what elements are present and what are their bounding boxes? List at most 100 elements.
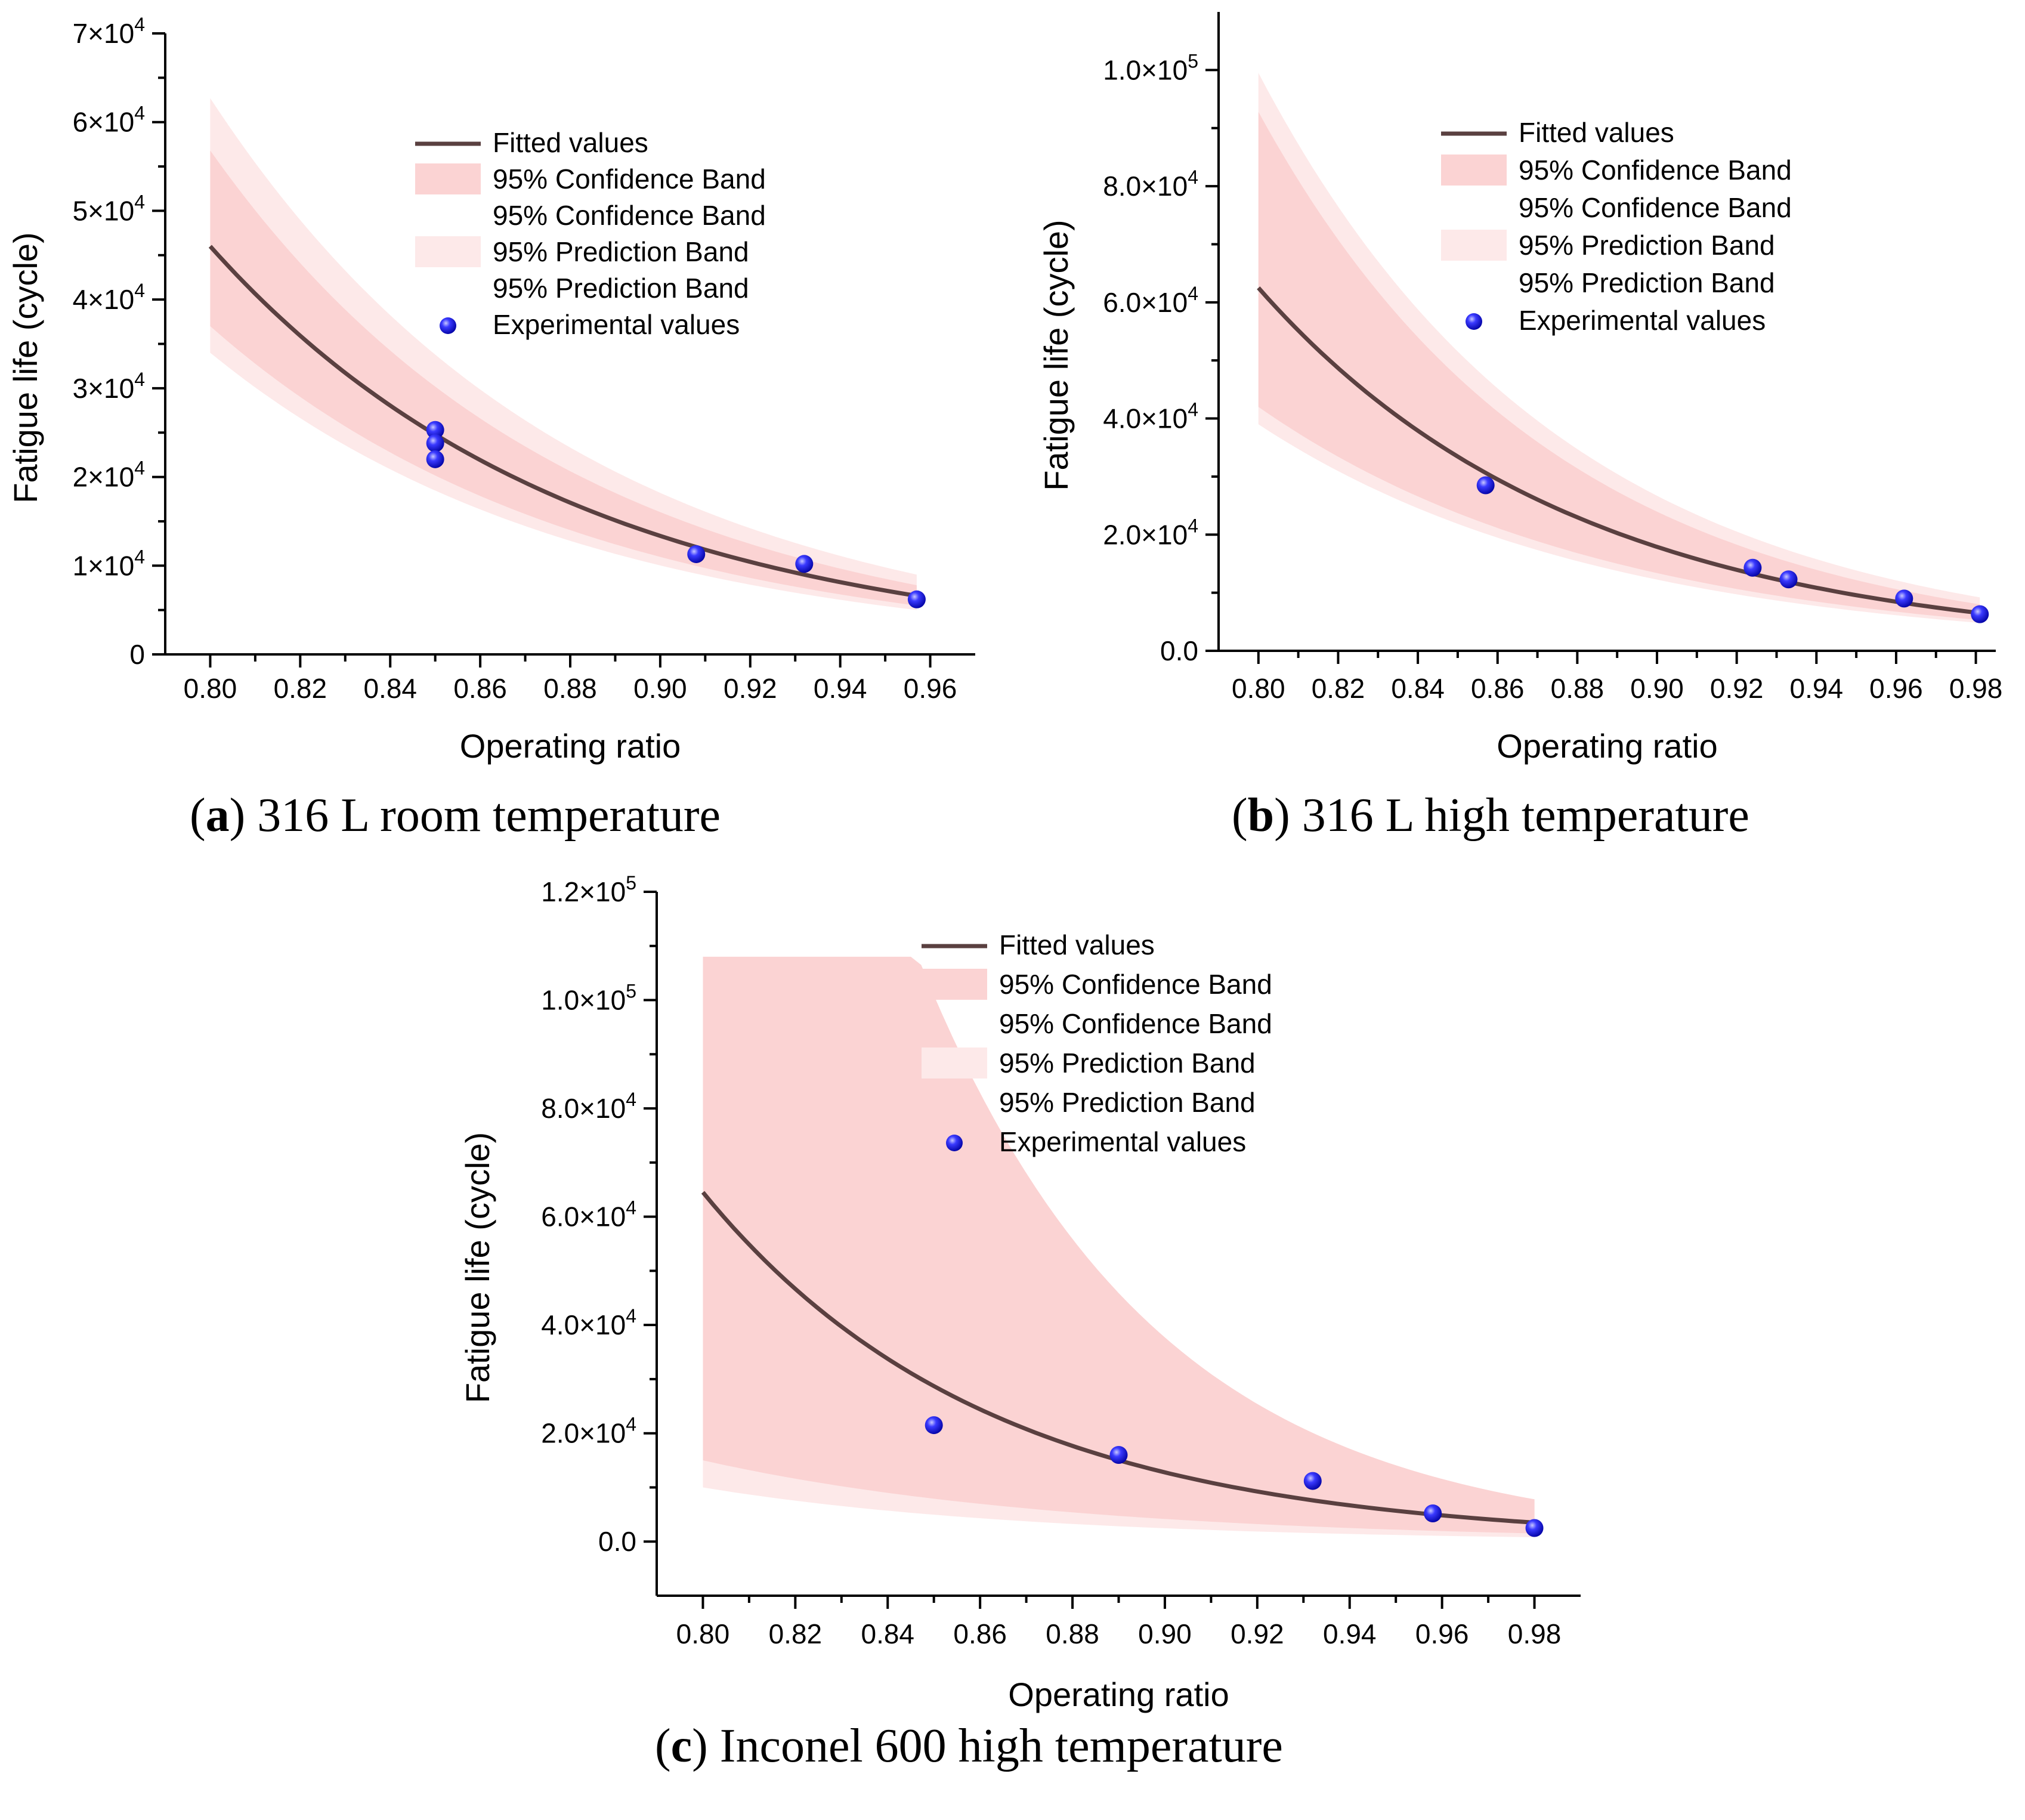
y-tick-label-a-1: 1×104	[73, 546, 145, 581]
y-tick-label-b-3: 6.0×104	[1103, 283, 1198, 318]
y-tick-label-c-6: 1.2×105	[541, 872, 636, 907]
x-tick-label-b-6: 0.92	[1710, 673, 1764, 704]
x-tick-label-c-3: 0.86	[953, 1618, 1007, 1649]
data-point-a-5	[907, 590, 926, 608]
data-point-a-1	[426, 434, 444, 453]
caption-a-text: 316 L room temperature	[245, 789, 721, 842]
y-tick-label-c-1: 2.0×104	[541, 1414, 636, 1449]
legend-a: Fitted values 95% Confidence Band 95% Conf…	[415, 127, 766, 340]
legend-label-c-3: 95% Prediction Band	[999, 1047, 1256, 1079]
data-point-b-2	[1779, 570, 1798, 589]
legend-label-c-0: Fitted values	[999, 929, 1155, 960]
plot-a: 0.80 0.82 0.84 0.86 0.88 0.90 0.92 0.94 0.96 0 1×1…	[7, 14, 975, 765]
fitted-curve-a	[208, 245, 917, 598]
caption-b-text: 316 L high temperature	[1290, 789, 1749, 842]
y-tick-label-c-2: 4.0×104	[541, 1305, 636, 1340]
legend-c: Fitted values 95% Confidence Band 95% Conf…	[922, 929, 1272, 1157]
legend-label-a-0: Fitted values	[493, 127, 648, 158]
x-tick-label-c-0: 0.80	[676, 1618, 730, 1649]
data-point-c-4	[1525, 1519, 1544, 1537]
caption-c: (c) Inconel 600 high temperature	[655, 1720, 1283, 1772]
data-point-b-0	[1476, 476, 1495, 495]
y-tick-label-c-3: 6.0×104	[541, 1197, 636, 1232]
plot-b: 0.80 0.82 0.84 0.86 0.88 0.90 0.92 0.94 0.96 0.98…	[1037, 12, 2002, 765]
legend-label-a-3: 95% Prediction Band	[493, 236, 749, 267]
x-tick-label-b-1: 0.82	[1312, 673, 1365, 704]
caption-a: (a) 316 L room temperature	[190, 789, 721, 842]
fitted-curve-b	[1257, 286, 1980, 616]
y-tick-label-b-1: 2.0×104	[1103, 515, 1198, 550]
y-tick-label-b-4: 8.0×104	[1103, 166, 1198, 202]
x-tick-label-c-2: 0.84	[861, 1618, 914, 1649]
x-tick-label-b-4: 0.88	[1551, 673, 1604, 704]
caption-c-text: Inconel 600 high temperature	[707, 1720, 1283, 1772]
x-tick-label-a-3: 0.86	[453, 673, 507, 704]
data-point-a-0	[426, 421, 444, 439]
y-tick-label-c-4: 8.0×104	[541, 1089, 636, 1124]
legend-label-b-3: 95% Prediction Band	[1519, 230, 1775, 261]
x-tick-label-c-8: 0.96	[1415, 1618, 1469, 1649]
y-tick-label-a-4: 4×104	[73, 280, 145, 315]
y-tick-label-a-5: 5×104	[73, 191, 145, 226]
x-tick-label-b-5: 0.90	[1630, 673, 1684, 704]
x-tick-label-c-7: 0.94	[1323, 1618, 1377, 1649]
x-axis-title-a: Operating ratio	[460, 727, 681, 765]
y-tick-label-b-5: 1.0×105	[1103, 50, 1198, 85]
y-tick-label-b-0: 0.0	[1160, 635, 1198, 666]
x-tick-label-b-7: 0.94	[1790, 673, 1844, 704]
data-point-c-1	[1109, 1446, 1128, 1464]
legend-label-a-5: Experimental values	[493, 309, 740, 340]
x-tick-label-c-5: 0.90	[1138, 1618, 1192, 1649]
x-tick-label-a-4: 0.88	[543, 673, 597, 704]
confidence-band-c	[703, 956, 1535, 1534]
caption-a-letter: a	[205, 789, 230, 842]
y-tick-label-c-5: 1.0×105	[541, 981, 636, 1016]
x-tick-label-a-2: 0.84	[363, 673, 417, 704]
plot-c: 0.80 0.82 0.84 0.86 0.88 0.90 0.92 0.94 0.96 0.98…	[459, 872, 1581, 1713]
legend-label-b-4: 95% Prediction Band	[1519, 267, 1775, 298]
legend-label-a-4: 95% Prediction Band	[493, 273, 749, 304]
y-axis-title-c: Fatigue life (cycle)	[459, 1132, 496, 1403]
data-point-a-2	[426, 450, 444, 468]
legend-label-a-1: 95% Confidence Band	[493, 163, 766, 194]
confidence-band-b	[1258, 112, 1980, 620]
data-point-a-3	[687, 545, 706, 563]
legend-point-swatch-b	[1466, 313, 1482, 330]
data-point-c-0	[925, 1416, 943, 1435]
legend-label-a-2: 95% Confidence Band	[493, 200, 766, 231]
y-tick-label-a-2: 2×104	[73, 458, 145, 493]
x-tick-label-c-6: 0.92	[1231, 1618, 1284, 1649]
data-point-c-2	[1303, 1472, 1322, 1490]
x-tick-label-a-0: 0.80	[184, 673, 237, 704]
y-axis-title-b: Fatigue life (cycle)	[1037, 220, 1075, 490]
legend-label-c-2: 95% Confidence Band	[999, 1008, 1272, 1039]
x-tick-label-c-4: 0.88	[1046, 1618, 1099, 1649]
x-tick-label-b-8: 0.96	[1869, 673, 1923, 704]
legend-prediction-swatch-b	[1441, 230, 1507, 261]
x-tick-label-a-5: 0.90	[633, 673, 687, 704]
legend-label-b-0: Fitted values	[1519, 117, 1674, 148]
x-tick-label-b-2: 0.84	[1391, 673, 1445, 704]
x-tick-label-a-1: 0.82	[274, 673, 327, 704]
y-tick-label-a-7: 7×104	[73, 14, 145, 49]
x-tick-label-b-3: 0.86	[1471, 673, 1525, 704]
caption-b-letter: b	[1247, 789, 1275, 842]
legend-label-b-5: Experimental values	[1519, 305, 1766, 336]
legend-confidence-swatch-a	[415, 163, 481, 194]
legend-label-c-5: Experimental values	[999, 1126, 1246, 1157]
legend-confidence-swatch-c	[922, 969, 987, 1000]
legend-b: Fitted values 95% Confidence Band 95% Conf…	[1441, 117, 1792, 336]
caption-b: (b) 316 L high temperature	[1232, 789, 1749, 842]
y-axis-title-a: Fatigue life (cycle)	[7, 232, 44, 503]
legend-point-swatch-c	[946, 1135, 963, 1151]
data-point-b-4	[1971, 605, 1989, 623]
y-tick-label-a-3: 3×104	[73, 369, 145, 404]
x-tick-label-c-1: 0.82	[769, 1618, 823, 1649]
data-point-b-3	[1895, 589, 1913, 608]
data-point-c-3	[1424, 1504, 1442, 1523]
legend-label-b-2: 95% Confidence Band	[1519, 192, 1792, 223]
x-axis-title-b: Operating ratio	[1497, 727, 1717, 765]
x-tick-label-a-8: 0.96	[904, 673, 957, 704]
x-tick-label-b-0: 0.80	[1232, 673, 1285, 704]
